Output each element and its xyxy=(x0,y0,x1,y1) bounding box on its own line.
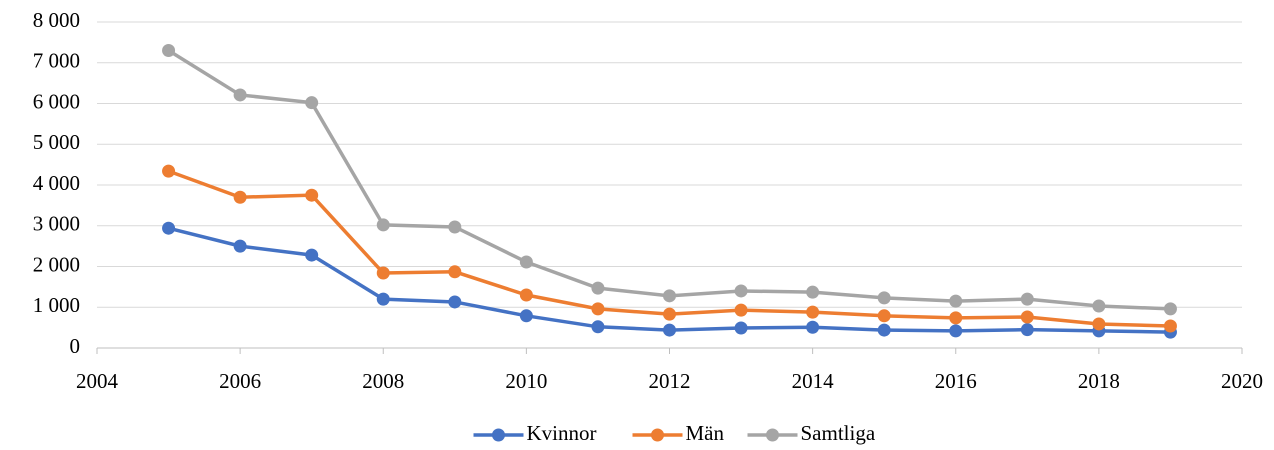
series-line xyxy=(167,49,1171,311)
data-point xyxy=(519,288,533,302)
data-point xyxy=(734,284,748,298)
data-point xyxy=(1163,302,1177,316)
data-point xyxy=(305,248,319,262)
data-point xyxy=(162,221,176,235)
y-tick-label: 8 000 xyxy=(33,8,80,32)
legend-marker xyxy=(766,428,779,442)
data-point xyxy=(591,302,605,316)
data-point xyxy=(448,265,462,279)
legend-marker xyxy=(492,428,505,442)
y-tick-label: 0 xyxy=(70,334,81,358)
data-point xyxy=(806,305,820,319)
data-point xyxy=(1020,323,1034,337)
data-point xyxy=(305,188,319,202)
data-point xyxy=(877,291,891,305)
data-point xyxy=(376,218,390,232)
x-tick-label: 2014 xyxy=(792,369,835,393)
data-point xyxy=(1163,319,1177,333)
y-tick-label: 5 000 xyxy=(33,130,80,154)
x-tick-label: 2006 xyxy=(219,369,261,393)
data-point xyxy=(233,88,247,102)
data-point xyxy=(877,309,891,323)
data-point xyxy=(448,220,462,234)
x-tick-label: 2012 xyxy=(649,369,691,393)
data-point xyxy=(1092,299,1106,313)
x-tick-label: 2010 xyxy=(505,369,547,393)
data-point xyxy=(233,239,247,253)
x-tick-label: 2008 xyxy=(362,369,404,393)
y-tick-label: 6 000 xyxy=(33,89,80,113)
data-point xyxy=(806,320,820,334)
y-tick-label: 4 000 xyxy=(33,171,80,195)
data-point xyxy=(591,281,605,295)
data-point xyxy=(949,324,963,338)
data-point xyxy=(663,289,676,303)
series-line xyxy=(167,169,1171,328)
data-point xyxy=(519,255,533,269)
data-point xyxy=(877,323,891,337)
data-point xyxy=(376,266,390,280)
data-point xyxy=(591,320,605,334)
y-tick-label: 7 000 xyxy=(33,49,80,73)
legend-label: Kvinnor xyxy=(527,421,597,445)
data-point xyxy=(663,307,676,321)
legend-marker xyxy=(651,428,664,442)
data-point xyxy=(376,292,390,306)
data-point xyxy=(1092,317,1106,331)
data-point xyxy=(663,323,676,337)
y-tick-label: 3 000 xyxy=(33,212,80,236)
legend-label: Samtliga xyxy=(801,421,876,445)
data-point xyxy=(519,309,533,323)
data-point xyxy=(448,295,462,309)
data-point xyxy=(734,321,748,335)
x-tick-label: 2004 xyxy=(76,369,119,393)
data-point xyxy=(949,311,963,325)
data-point xyxy=(1020,292,1034,306)
data-point xyxy=(162,44,176,58)
data-point xyxy=(734,303,748,317)
data-point xyxy=(1020,310,1034,324)
data-point xyxy=(233,190,247,204)
y-tick-label: 1 000 xyxy=(33,293,80,317)
data-point xyxy=(162,164,176,178)
x-tick-label: 2016 xyxy=(935,369,977,393)
x-tick-label: 2020 xyxy=(1221,369,1263,393)
data-point xyxy=(949,294,963,308)
data-point xyxy=(305,96,319,110)
x-tick-label: 2018 xyxy=(1078,369,1120,393)
data-point xyxy=(806,285,820,299)
y-tick-label: 2 000 xyxy=(33,252,80,276)
legend-label: Män xyxy=(686,421,725,445)
